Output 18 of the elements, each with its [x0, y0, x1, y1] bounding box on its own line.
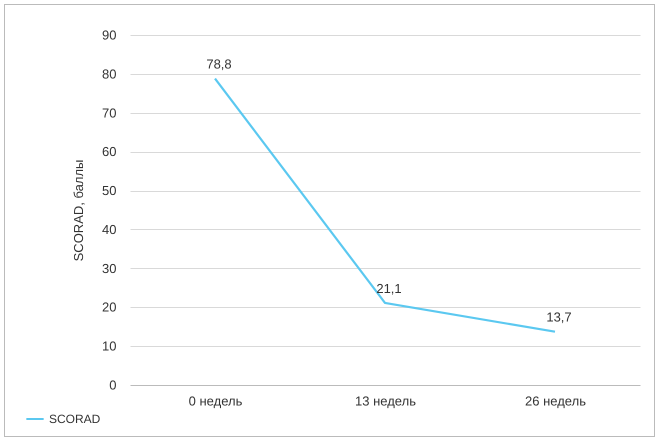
x-tick-label: 26 недель	[525, 394, 586, 408]
y-tick-label: 50	[102, 183, 116, 198]
data-label: 13,7	[546, 310, 572, 325]
data-label: 21,1	[376, 280, 402, 296]
y-axis-title: SCORAD, баллы	[71, 160, 86, 262]
y-tick-label: 20	[102, 300, 116, 315]
y-tick-label: 40	[102, 222, 116, 237]
x-tick-label: 13 недель	[355, 394, 416, 408]
y-tick-label: 80	[102, 66, 116, 82]
x-tick-label: 0 недель	[188, 394, 243, 408]
y-tick-label: 60	[102, 144, 116, 160]
y-tick-label: 70	[102, 105, 116, 120]
y-tick-label: 10	[102, 338, 116, 354]
y-tick-label: 90	[102, 28, 116, 42]
y-tick-label: 0	[109, 378, 116, 392]
y-tick-label: 30	[102, 260, 116, 276]
legend-label: SCORAD	[49, 412, 101, 426]
data-label: 78,8	[206, 56, 232, 72]
